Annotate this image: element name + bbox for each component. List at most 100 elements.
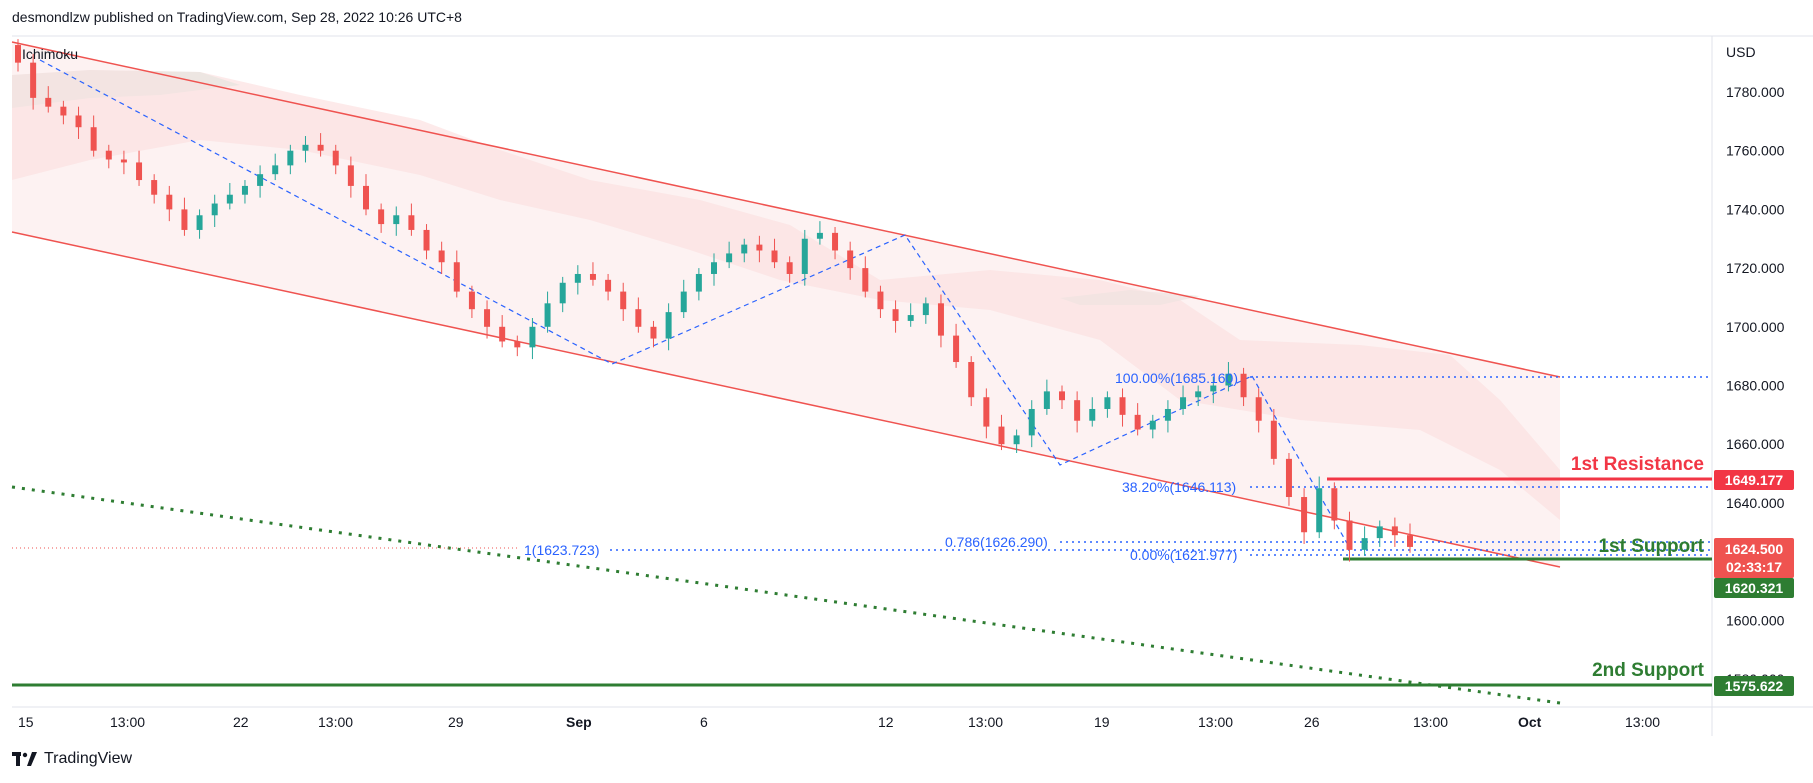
candle (907, 303, 914, 327)
x-tick-label: 13:00 (1625, 714, 1660, 730)
candle (499, 315, 506, 348)
candle (332, 144, 339, 175)
candle (786, 256, 793, 283)
candle (726, 241, 733, 269)
footer-brand[interactable]: TradingView (12, 750, 132, 768)
currency-label: USD (1726, 44, 1756, 60)
fib-label-382: 38.20%(1646.113) (1122, 479, 1236, 495)
fib-label-0: 0.00%(1621.977) (1130, 547, 1237, 563)
candle (620, 282, 627, 321)
candle (922, 297, 929, 324)
candle (1134, 403, 1141, 436)
price-chart[interactable]: 100.00%(1685.160) 38.20%(1646.113) 0.786… (0, 0, 1813, 745)
y-tick-label: 1700.000 (1726, 319, 1785, 335)
candle (1301, 488, 1308, 544)
candle (695, 268, 702, 301)
y-tick-label: 1660.000 (1726, 436, 1785, 452)
svg-text:1620.321: 1620.321 (1725, 580, 1784, 596)
candle (862, 256, 869, 298)
candle (1059, 385, 1065, 409)
x-tick-label: 13:00 (110, 714, 145, 730)
candle (983, 388, 990, 439)
candle (998, 414, 1005, 451)
y-tick-label: 1680.000 (1726, 378, 1785, 394)
candle (605, 273, 612, 301)
support-1-annotation: 1st Support (1598, 536, 1704, 557)
candle (45, 86, 52, 113)
publish-info: desmondlzw published on TradingView.com,… (12, 9, 462, 25)
candle (1013, 429, 1020, 454)
candle (1407, 523, 1413, 553)
candle (847, 241, 854, 280)
candle (363, 174, 369, 216)
candle (1119, 388, 1126, 427)
candle (15, 39, 21, 72)
candle (1028, 400, 1035, 448)
candle (756, 235, 763, 263)
support-1-tag: 1620.321 (1714, 578, 1794, 598)
candle (120, 150, 127, 175)
svg-text:1649.177: 1649.177 (1725, 472, 1784, 488)
candle (257, 165, 264, 198)
candle (1346, 511, 1353, 562)
candle (60, 100, 67, 125)
candle (1164, 400, 1171, 433)
candle (937, 294, 944, 348)
candle (181, 197, 188, 236)
candle (559, 276, 566, 313)
candle (423, 224, 430, 260)
candle (272, 153, 279, 181)
x-tick-label: 26 (1304, 714, 1320, 730)
x-tick-label: 12 (878, 714, 894, 730)
fib-label-0786: 0.786(1626.290) (945, 534, 1048, 550)
candle (347, 156, 354, 198)
descending-channel-fill (12, 42, 1560, 567)
candle (378, 203, 385, 233)
candle (544, 291, 551, 333)
y-tick-label: 1640.000 (1726, 495, 1785, 511)
candle (468, 285, 475, 318)
x-tick-label: 22 (233, 714, 249, 730)
indicator-label[interactable]: Ichimoku (22, 46, 78, 62)
x-tick-label: Sep (566, 714, 592, 730)
x-tick-label: 6 (700, 714, 708, 730)
svg-text:1624.500: 1624.500 (1725, 541, 1784, 557)
bar-countdown: 02:33:17 (1726, 559, 1782, 575)
candle (453, 250, 460, 298)
candle (1180, 385, 1187, 415)
candle (968, 356, 975, 407)
candle (650, 320, 657, 348)
ichimoku-cloud (12, 70, 1560, 520)
x-tick-label: 13:00 (1198, 714, 1233, 730)
candle (484, 300, 491, 339)
candle (196, 209, 203, 239)
y-tick-label: 1740.000 (1726, 201, 1785, 217)
candle (892, 300, 899, 333)
candle (877, 285, 884, 318)
candle (105, 144, 112, 169)
candle (1240, 367, 1247, 407)
candle (1089, 397, 1096, 427)
candle (317, 133, 324, 157)
support-2-tag: 1575.622 (1714, 676, 1794, 696)
candle (529, 317, 536, 360)
x-tick-label: 13:00 (1413, 714, 1448, 730)
candle (832, 227, 839, 260)
x-axis[interactable]: 15 13:00 22 13:00 29 Sep 6 12 13:00 19 13:00 26 13:0… (18, 714, 1660, 730)
svg-text:1575.622: 1575.622 (1725, 678, 1784, 694)
channel-upper-line (11, 41, 1561, 378)
support-2-annotation: 2nd Support (1592, 660, 1705, 681)
candle (408, 203, 415, 236)
candle (1074, 391, 1081, 433)
candle (801, 229, 808, 286)
candle (241, 180, 248, 204)
x-tick-label: 19 (1094, 714, 1110, 730)
y-tick-label: 1720.000 (1726, 260, 1785, 276)
candle (302, 136, 309, 163)
fib-label-100: 100.00%(1685.160) (1115, 370, 1238, 386)
candle (771, 238, 778, 269)
candle (816, 221, 823, 245)
candle (136, 150, 143, 186)
candle (1391, 517, 1398, 547)
candle (1376, 520, 1383, 547)
